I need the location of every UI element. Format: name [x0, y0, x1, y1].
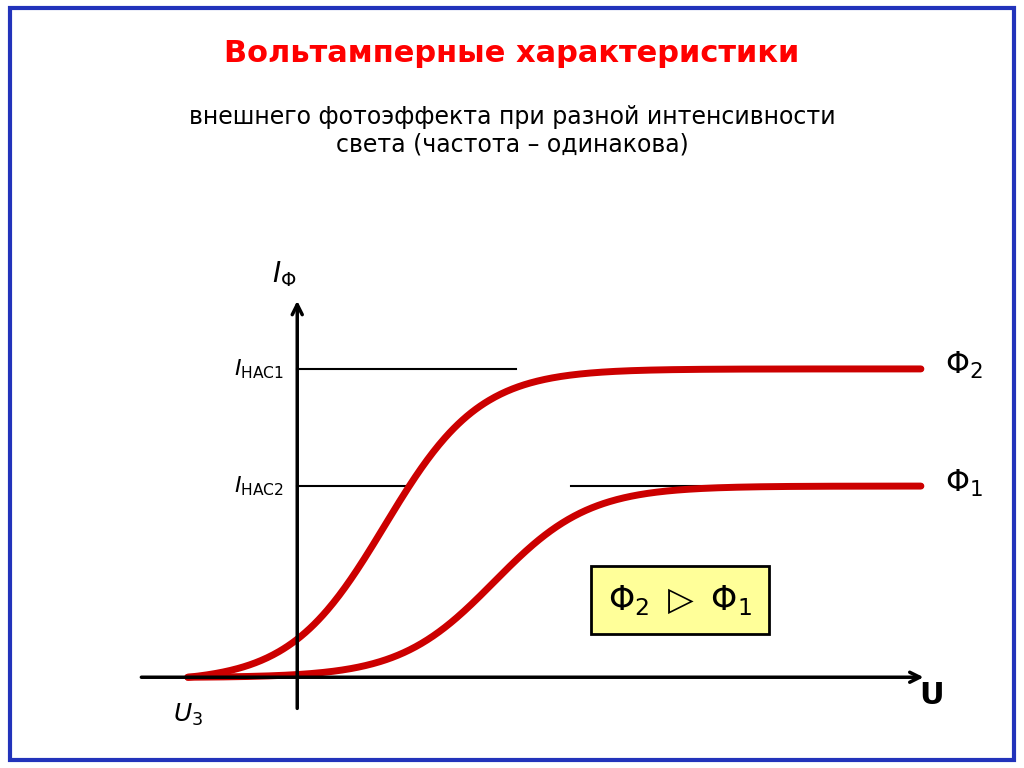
- Text: $I_\Phi$: $I_\Phi$: [272, 259, 296, 289]
- Text: U: U: [920, 681, 944, 710]
- Text: $\Phi_1$: $\Phi_1$: [945, 468, 983, 498]
- Text: $I_{\rm НАС2}$: $I_{\rm НАС2}$: [234, 475, 284, 498]
- Text: $I_{\rm НАС1}$: $I_{\rm НАС1}$: [233, 357, 284, 381]
- Text: Вольтамперные характеристики: Вольтамперные характеристики: [224, 39, 800, 68]
- Text: внешнего фотоэффекта при разной интенсивности
света (частота – одинакова): внешнего фотоэффекта при разной интенсив…: [188, 104, 836, 157]
- Text: $\Phi_2$: $\Phi_2$: [945, 350, 983, 382]
- Text: $\Phi_2\ \triangleright\ \Phi_1$: $\Phi_2\ \triangleright\ \Phi_1$: [608, 583, 753, 617]
- Text: $U_3$: $U_3$: [173, 702, 203, 728]
